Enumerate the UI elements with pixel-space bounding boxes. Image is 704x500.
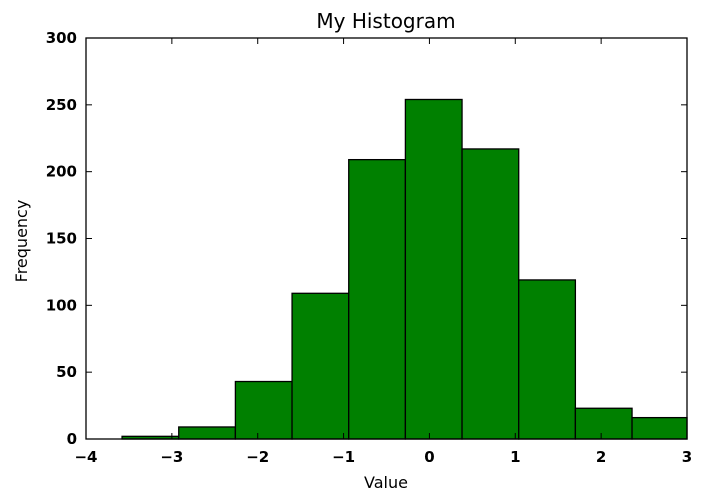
histogram-bar	[631, 416, 688, 440]
histogram-bar	[291, 292, 350, 440]
histogram-bar	[574, 407, 633, 440]
histogram-bar	[404, 98, 463, 440]
x-tick-label: 1	[510, 448, 520, 466]
ticks-group: −4 −3 −2 −1 0 1 2 3 0 50 100 150 200 250 300	[46, 29, 693, 466]
x-tick-label: −3	[160, 448, 183, 466]
y-tick-label: 50	[56, 363, 77, 381]
histogram-bar	[234, 380, 293, 440]
chart-title: My Histogram	[316, 9, 455, 33]
y-tick-label: 100	[46, 296, 77, 314]
histogram-bar	[461, 148, 520, 440]
x-tick-label: 2	[596, 448, 606, 466]
bars-group	[121, 98, 688, 440]
x-tick-label: −2	[246, 448, 269, 466]
y-tick-label: 300	[46, 29, 77, 47]
x-tick-label: −4	[74, 448, 97, 466]
x-axis-label: Value	[364, 473, 408, 492]
y-tick-label: 150	[46, 230, 77, 248]
y-tick-label: 250	[46, 96, 77, 114]
plot-frame	[85, 37, 688, 440]
x-tick-label: 0	[424, 448, 434, 466]
histogram-bar	[348, 158, 407, 440]
y-tick-label: 0	[67, 430, 77, 448]
x-tick-label: 3	[682, 448, 692, 466]
y-axis-label: Frequency	[12, 200, 31, 283]
histogram-bar	[178, 426, 237, 440]
y-tick-label: 200	[46, 163, 77, 181]
x-tick-label: −1	[332, 448, 355, 466]
histogram-bar	[518, 279, 577, 440]
